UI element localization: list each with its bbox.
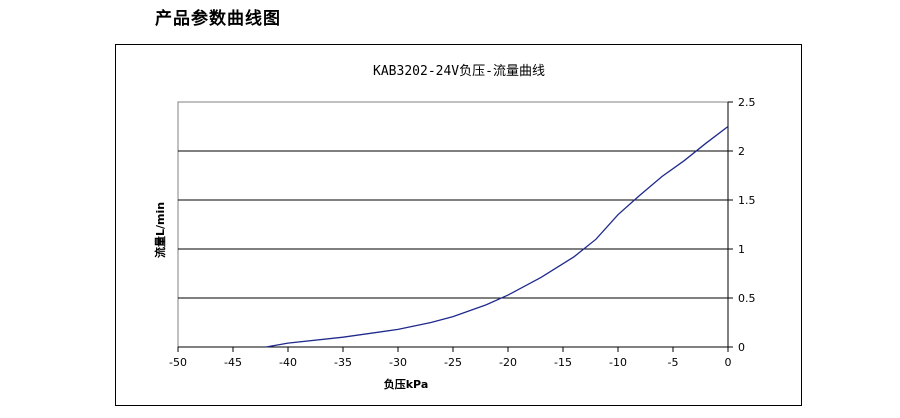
chart-frame: 0 0.5 1 1.5 2 2.5 -50 -45 -40 -35 -30 -25 -20 -15 -10… xyxy=(115,44,802,406)
x-tick-labels: -50 -45 -40 -35 -30 -25 -20 -15 -10 -5 0 xyxy=(169,347,732,369)
x-tick-label: -10 xyxy=(609,356,627,369)
y-tick-labels: 0 0.5 1 1.5 2 2.5 xyxy=(728,96,756,354)
x-tick-label: -20 xyxy=(499,356,517,369)
x-tick-label: -15 xyxy=(554,356,572,369)
series-line xyxy=(265,125,729,348)
chart-title: KAB3202-24V负压-流量曲线 xyxy=(373,64,545,79)
plot-area xyxy=(177,101,729,348)
y-tick-label: 2 xyxy=(738,145,745,158)
page-heading: 产品参数曲线图 xyxy=(155,9,281,29)
y-tick-label: 1.5 xyxy=(738,194,756,207)
y-tick-label: 0 xyxy=(738,341,745,354)
x-tick-label: 0 xyxy=(725,356,732,369)
x-tick-label: -35 xyxy=(334,356,352,369)
x-tick-label: -50 xyxy=(169,356,187,369)
line-chart: 00.511.522.5 -50 -45 -40 -35 -30 -25 -20 -15 -10… xyxy=(153,64,756,391)
x-tick-label: -30 xyxy=(389,356,407,369)
x-tick-label: -25 xyxy=(444,356,462,369)
x-tick-label: -45 xyxy=(224,356,242,369)
y-tick-label: 1 xyxy=(738,243,745,256)
y-axis-label: 流量L/min xyxy=(153,202,167,258)
y-tick-label: 2.5 xyxy=(738,96,756,109)
x-tick-label: -40 xyxy=(279,356,297,369)
y-tick-label: 0.5 xyxy=(738,292,756,305)
x-axis-label: 负压kPa xyxy=(384,377,429,391)
x-tick-label: -5 xyxy=(668,356,679,369)
series-group xyxy=(265,125,729,348)
